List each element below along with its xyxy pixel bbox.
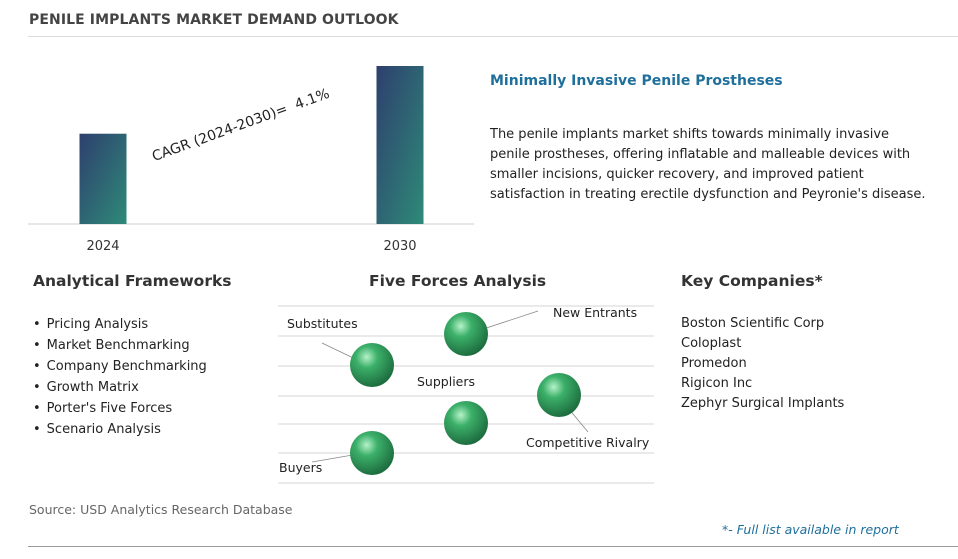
list-item: Scenario Analysis — [33, 419, 207, 440]
new-entrants-label: New Entrants — [553, 305, 637, 320]
footnote: *- Full list available in report — [722, 522, 899, 537]
substitutes-label: Substitutes — [287, 316, 358, 331]
list-item: Pricing Analysis — [33, 314, 207, 335]
new-entrants-sphere — [444, 312, 488, 356]
list-item: Promedon — [681, 356, 747, 371]
source-note: Source: USD Analytics Research Database — [29, 502, 293, 517]
page-title: PENILE IMPLANTS MARKET DEMAND OUTLOOK — [29, 12, 399, 28]
five-forces-diagram: Substitutes New Entrants Suppliers Compe… — [278, 305, 654, 484]
highlight-title: Minimally Invasive Penile Prostheses — [490, 73, 783, 89]
list-item: Boston Scientific Corp — [681, 316, 825, 331]
bar-2030 — [376, 66, 424, 224]
x-tick-label: 2024 — [86, 239, 119, 254]
list-item: Market Benchmarking — [33, 335, 207, 356]
five-forces-heading: Five Forces Analysis — [369, 272, 547, 290]
list-item: Company Benchmarking — [33, 356, 207, 377]
buyers-label: Buyers — [279, 460, 322, 475]
bottom-divider — [28, 546, 958, 547]
competitive-rivalry-sphere — [537, 373, 581, 417]
bar-2024 — [79, 133, 127, 224]
buyers-sphere — [350, 431, 394, 475]
suppliers-label: Suppliers — [417, 374, 475, 389]
highlight-text: The penile implants market shifts toward… — [490, 127, 926, 202]
x-tick-label: 2030 — [383, 239, 416, 254]
top-divider — [28, 36, 958, 37]
companies-heading: Key Companies* — [681, 272, 823, 290]
frameworks-list: Pricing Analysis Market Benchmarking Com… — [33, 314, 207, 440]
frameworks-heading: Analytical Frameworks — [33, 272, 232, 290]
companies-list: Boston Scientific Corp Coloplast Promedo… — [681, 314, 844, 414]
bar-chart: 2024 2030 — [28, 66, 474, 254]
substitutes-sphere — [350, 343, 394, 387]
list-item: Coloplast — [681, 336, 742, 351]
list-item: Growth Matrix — [33, 377, 207, 398]
suppliers-sphere — [444, 401, 488, 445]
list-item: Zephyr Surgical Implants — [681, 396, 845, 411]
list-item: Porter's Five Forces — [33, 398, 207, 419]
competitive-rivalry-label: Competitive Rivalry — [526, 435, 650, 450]
list-item: Rigicon Inc — [681, 376, 753, 391]
